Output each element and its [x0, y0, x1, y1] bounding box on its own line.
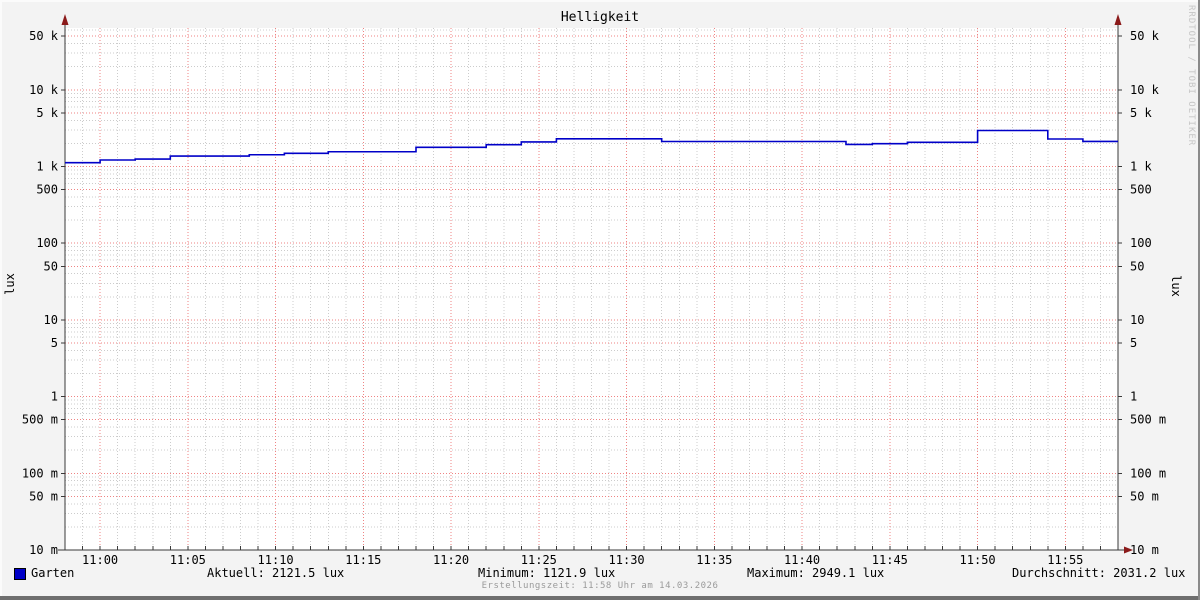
svg-text:100 m: 100 m	[22, 466, 58, 480]
svg-text:11:40: 11:40	[784, 553, 820, 567]
legend-and-stats-row: Garten Aktuell: 2121.5 lux Minimum: 1121…	[0, 566, 1200, 580]
svg-text:10 k: 10 k	[29, 83, 59, 97]
creation-timestamp: Erstellungszeit: 11:58 Uhr am 14.03.2026	[481, 581, 719, 591]
left-axis-arrow-icon	[61, 14, 69, 25]
svg-text:500: 500	[36, 183, 58, 197]
svg-text:11:15: 11:15	[345, 553, 381, 567]
svg-text:100: 100	[1130, 236, 1152, 250]
svg-text:50: 50	[1130, 259, 1144, 273]
bevel-edge-right	[1198, 0, 1200, 600]
svg-text:5 k: 5 k	[36, 106, 58, 120]
stat-minimum: Minimum: 1121.9 lux	[478, 566, 616, 580]
svg-text:11:35: 11:35	[696, 553, 732, 567]
svg-text:50 k: 50 k	[29, 29, 59, 43]
svg-text:5: 5	[1130, 336, 1137, 350]
series-garten-line	[65, 129, 1118, 164]
watermark-text: RRDTOOL / TOBI OETIKER	[1186, 5, 1196, 147]
svg-text:1 k: 1 k	[36, 160, 58, 174]
svg-text:10 k: 10 k	[1130, 83, 1160, 97]
svg-text:11:00: 11:00	[82, 553, 118, 567]
svg-text:50 m: 50 m	[1130, 489, 1159, 503]
stat-aktuell: Aktuell: 2121.5 lux	[207, 566, 345, 580]
svg-text:50: 50	[44, 259, 58, 273]
svg-text:500: 500	[1130, 183, 1152, 197]
svg-text:11:05: 11:05	[170, 553, 206, 567]
svg-text:11:25: 11:25	[521, 553, 557, 567]
chart-title: Helligkeit	[560, 10, 640, 25]
minor-gridlines	[65, 28, 1118, 550]
svg-text:5 k: 5 k	[1130, 106, 1152, 120]
tick-labels: 11:00 11:05 11:10 11:15 11:20 11:25 11:30 11:35…	[22, 29, 1166, 567]
legend-label: Garten	[31, 566, 75, 580]
svg-text:500 m: 500 m	[1130, 413, 1166, 427]
bevel-edge-left	[0, 0, 2, 600]
svg-text:500 m: 500 m	[22, 413, 58, 427]
y-axis-unit-left: lux	[3, 273, 17, 295]
svg-text:11:30: 11:30	[609, 553, 645, 567]
axes	[58, 14, 1133, 554]
svg-text:10: 10	[1130, 313, 1144, 327]
svg-text:5: 5	[51, 336, 58, 350]
svg-text:1: 1	[51, 390, 58, 404]
svg-text:11:20: 11:20	[433, 553, 469, 567]
legend-swatch-garten	[14, 568, 26, 580]
right-axis-arrow-icon	[1114, 14, 1122, 25]
svg-text:10: 10	[44, 313, 58, 327]
bevel-edge-bottom	[0, 596, 1200, 600]
major-gridlines	[65, 28, 1118, 551]
svg-text:11:55: 11:55	[1047, 553, 1083, 567]
svg-text:1 k: 1 k	[1130, 160, 1152, 174]
svg-text:10 m: 10 m	[29, 543, 58, 557]
svg-text:11:45: 11:45	[872, 553, 908, 567]
svg-text:50 k: 50 k	[1130, 29, 1160, 43]
x-axis-arrow-icon	[1124, 546, 1133, 554]
svg-text:100 m: 100 m	[1130, 466, 1166, 480]
svg-text:50 m: 50 m	[29, 489, 58, 503]
stat-maximum: Maximum: 2949.1 lux	[747, 566, 885, 580]
svg-text:11:50: 11:50	[960, 553, 996, 567]
svg-text:11:10: 11:10	[258, 553, 294, 567]
svg-text:1: 1	[1130, 390, 1137, 404]
svg-text:100: 100	[36, 236, 58, 250]
bevel-edge-top	[0, 0, 1200, 2]
svg-text:10 m: 10 m	[1130, 543, 1159, 557]
y-axis-unit-right: lux	[1169, 275, 1183, 297]
stat-durchschnitt: Durchschnitt: 2031.2 lux	[1012, 566, 1186, 580]
